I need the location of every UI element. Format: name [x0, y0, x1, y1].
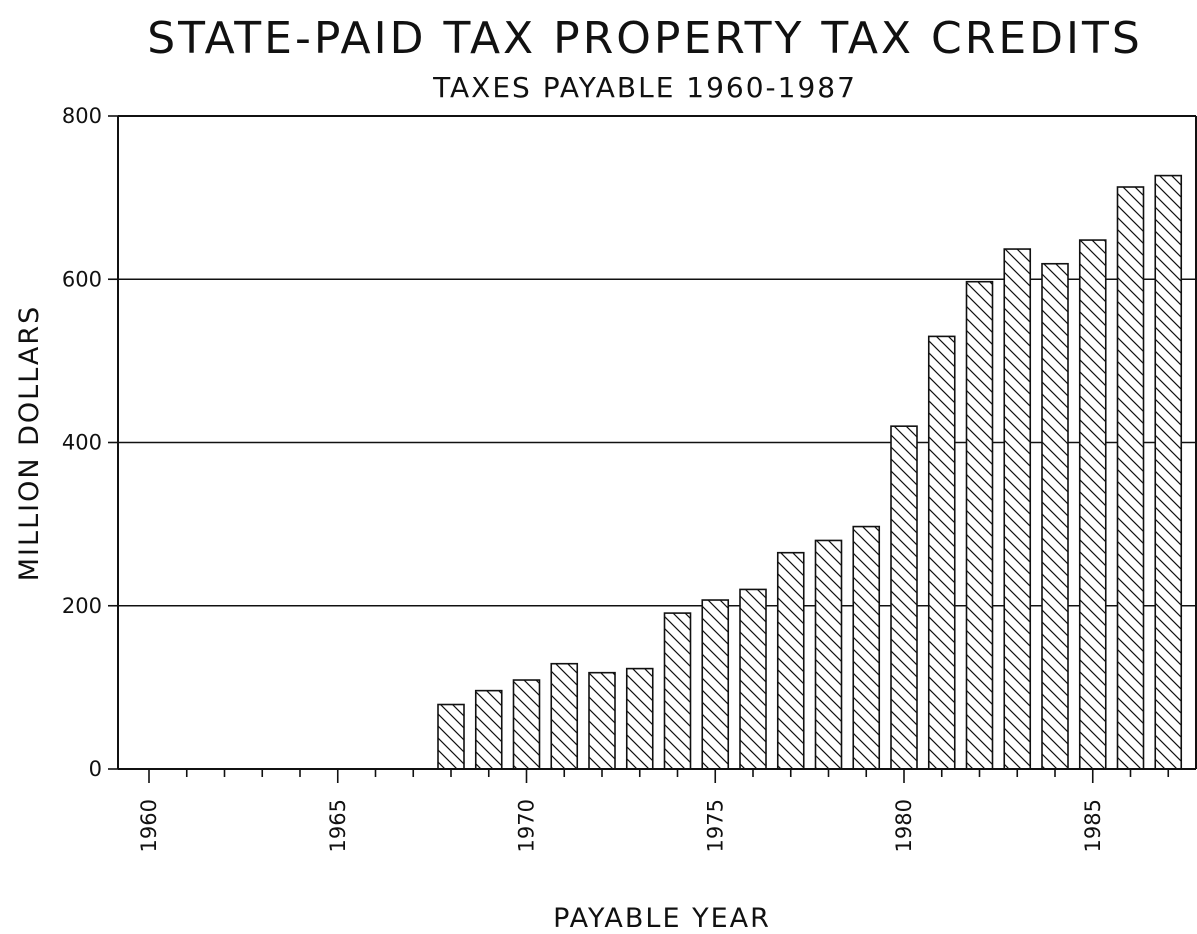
- y-axis-label: MILLION DOLLARS: [14, 305, 45, 581]
- bar-1980: [890, 425, 918, 770]
- bar-1981: [927, 335, 956, 770]
- bar-1969: [474, 689, 503, 770]
- bar-1975: [701, 599, 730, 770]
- bars: [437, 174, 1183, 770]
- bar-1986: [1116, 186, 1145, 770]
- x-ticks: 1960 1965 1970 1975 1980 1985: [137, 769, 1170, 852]
- x-tick-label-1960: 1960: [137, 799, 161, 852]
- y-tick-label-600: 600: [62, 267, 102, 291]
- bar-1978: [814, 539, 843, 770]
- x-tick-label-1970: 1970: [515, 799, 539, 852]
- x-tick-label-1985: 1985: [1081, 799, 1105, 852]
- bar-1970: [512, 679, 541, 770]
- x-tick-label-1975: 1975: [703, 799, 727, 852]
- bar-1987: [1154, 174, 1183, 770]
- x-tick-label-1980: 1980: [892, 799, 916, 852]
- chart-title: STATE-PAID TAX PROPERTY TAX CREDITS: [147, 13, 1143, 64]
- bar-1977: [776, 551, 805, 770]
- bar-1979: [852, 525, 881, 770]
- bar-1982: [965, 280, 994, 770]
- y-tick-label-0: 0: [89, 757, 102, 781]
- y-ticks: 0 200 400 600 800: [62, 104, 118, 781]
- y-tick-label-800: 800: [62, 104, 102, 128]
- x-axis-label: PAYABLE YEAR: [553, 903, 771, 934]
- bar-1976: [739, 588, 767, 770]
- bar-1971: [550, 662, 579, 770]
- bar-1983: [1003, 248, 1032, 770]
- grid-lines: [118, 115, 1196, 607]
- bar-1968: [437, 703, 465, 770]
- bar-1974: [663, 612, 692, 770]
- bar-1985: [1078, 239, 1107, 770]
- bar-1984: [1041, 262, 1069, 770]
- bar-1973: [625, 667, 654, 770]
- bar-1972: [588, 671, 616, 770]
- chart-subtitle: TAXES PAYABLE 1960-1987: [432, 71, 857, 104]
- y-tick-label-200: 200: [62, 594, 102, 618]
- y-tick-label-400: 400: [62, 431, 102, 455]
- x-tick-label-1965: 1965: [326, 799, 350, 852]
